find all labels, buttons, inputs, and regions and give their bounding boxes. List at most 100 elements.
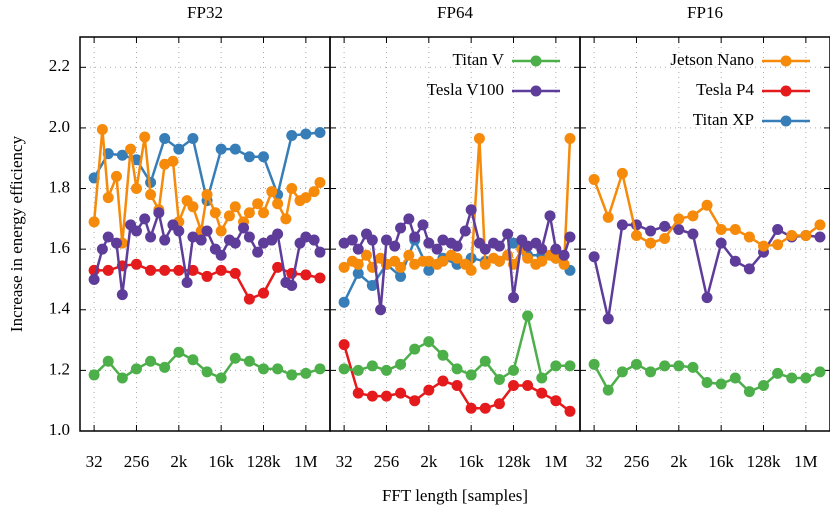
data-point — [96, 123, 108, 135]
data-point — [272, 261, 284, 273]
data-point — [673, 360, 685, 372]
data-point — [375, 304, 387, 316]
data-point — [673, 213, 685, 225]
data-point — [673, 223, 685, 235]
x-tick-label: 2k — [670, 452, 688, 471]
data-point — [252, 198, 264, 210]
data-point — [201, 225, 213, 237]
data-point — [758, 240, 770, 252]
data-point — [272, 228, 284, 240]
x-tick-label: 1M — [794, 452, 818, 471]
data-point — [338, 339, 350, 351]
y-tick-label: 1.6 — [49, 238, 70, 257]
data-point — [300, 192, 312, 204]
data-point — [116, 149, 128, 161]
data-point — [459, 225, 471, 237]
data-point — [588, 358, 600, 370]
data-point — [338, 296, 350, 308]
legend-marker — [780, 55, 792, 67]
data-point — [616, 167, 628, 179]
data-point — [395, 270, 407, 282]
data-point — [110, 237, 122, 249]
data-point — [659, 220, 671, 232]
data-point — [352, 243, 364, 255]
data-point — [88, 216, 100, 228]
data-point — [502, 249, 514, 261]
data-point — [229, 237, 241, 249]
x-tick-label: 128k — [247, 452, 282, 471]
data-point — [743, 263, 755, 275]
data-point — [772, 239, 784, 251]
data-point — [258, 363, 270, 375]
data-point — [187, 133, 199, 145]
data-point — [729, 223, 741, 235]
data-point — [300, 231, 312, 243]
data-point — [314, 272, 326, 284]
data-point — [564, 405, 576, 417]
data-point — [602, 313, 614, 325]
data-point — [522, 240, 534, 252]
data-point — [645, 225, 657, 237]
plot-frame — [579, 36, 830, 432]
data-point — [229, 267, 241, 279]
data-point — [229, 352, 241, 364]
data-point — [266, 186, 278, 198]
data-point — [159, 361, 171, 373]
data-point — [130, 183, 142, 195]
data-point — [201, 189, 213, 201]
data-point — [403, 249, 415, 261]
data-point — [215, 264, 227, 276]
data-point — [215, 225, 227, 237]
data-point — [395, 222, 407, 234]
data-point — [558, 249, 570, 261]
data-point — [145, 189, 157, 201]
data-point — [272, 198, 284, 210]
y-tick-label: 1.4 — [49, 299, 71, 318]
data-point — [786, 230, 798, 242]
data-point — [564, 360, 576, 372]
data-point — [395, 261, 407, 273]
data-point — [588, 251, 600, 263]
data-point — [286, 369, 298, 381]
data-point — [431, 243, 443, 255]
data-point — [243, 151, 255, 163]
data-point — [616, 366, 628, 378]
data-point — [159, 133, 171, 145]
legend-label: Jetson Nano — [670, 50, 754, 69]
data-point — [465, 204, 477, 216]
x-tick-label: 1M — [544, 452, 568, 471]
data-point — [352, 387, 364, 399]
data-point — [508, 364, 520, 376]
data-point — [409, 258, 421, 270]
data-point — [473, 133, 485, 145]
data-point — [300, 367, 312, 379]
data-point — [201, 366, 213, 378]
data-point — [314, 126, 326, 138]
data-point — [758, 380, 770, 392]
x-tick-label: 16k — [208, 452, 234, 471]
data-point — [338, 363, 350, 375]
data-point — [380, 234, 392, 246]
data-point — [88, 273, 100, 285]
data-point — [729, 255, 741, 267]
legend-label: Titan XP — [693, 110, 754, 129]
x-tick-label: 2k — [420, 452, 438, 471]
data-point — [564, 231, 576, 243]
data-point — [423, 255, 435, 267]
data-point — [153, 207, 165, 219]
data-point — [465, 369, 477, 381]
data-point — [715, 378, 727, 390]
data-point — [300, 269, 312, 281]
data-point — [338, 261, 350, 273]
data-point — [258, 151, 270, 163]
data-point — [395, 358, 407, 370]
data-point — [800, 230, 812, 242]
data-point — [536, 243, 548, 255]
data-point — [550, 395, 562, 407]
data-point — [403, 213, 415, 225]
data-point — [786, 372, 798, 384]
data-point — [139, 131, 151, 143]
legend-marker — [780, 115, 792, 127]
data-point — [258, 207, 270, 219]
data-point — [366, 360, 378, 372]
